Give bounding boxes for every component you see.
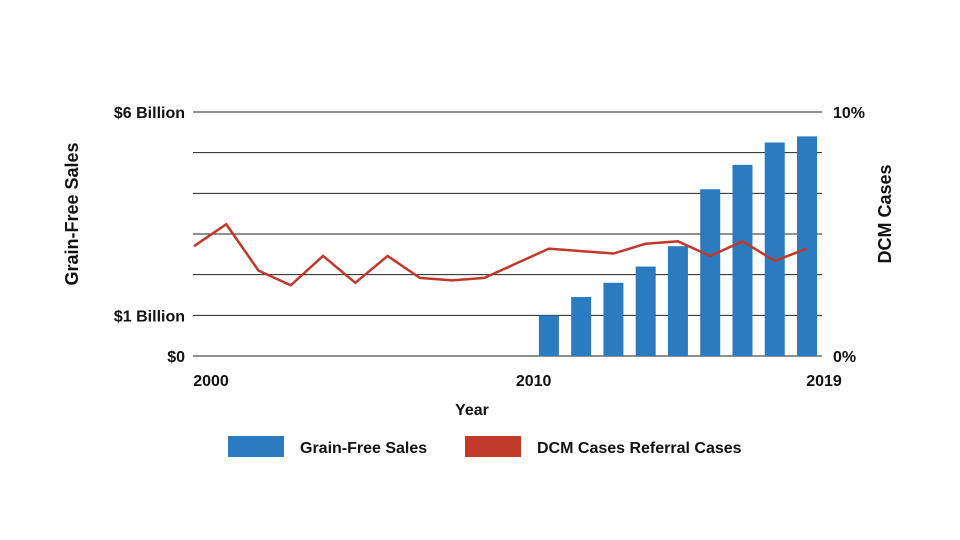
bar-2019 <box>797 136 817 356</box>
left-tick-label: $0 <box>167 349 185 366</box>
gridlines <box>193 111 822 357</box>
bar-2016 <box>700 189 721 356</box>
bar-2018 <box>764 142 785 356</box>
x-axis-ticks: 2000 2010 2019 <box>193 373 842 390</box>
x-axis-title: Year <box>455 402 489 419</box>
legend-swatch-dcm-cases <box>465 436 521 457</box>
bar-series-grain-free-sales <box>538 136 817 356</box>
bar-2017 <box>732 164 753 356</box>
left-axis-ticks: $6 Billion $1 Billion $0 <box>114 105 185 366</box>
bar-2011 <box>538 315 559 356</box>
bar-2013 <box>603 282 624 356</box>
right-axis-title: DCM Cases <box>875 164 895 263</box>
bar-2015 <box>667 246 688 356</box>
right-axis-ticks: 10% 0% <box>833 105 865 366</box>
bar-2012 <box>571 297 592 356</box>
legend: Grain-Free Sales DCM Cases Referral Case… <box>228 436 742 457</box>
right-tick-label: 10% <box>833 105 865 122</box>
left-axis-title: Grain-Free Sales <box>62 142 82 285</box>
x-tick-label: 2019 <box>806 373 842 390</box>
dcm-cases-line <box>193 222 808 287</box>
right-tick-label: 0% <box>833 349 856 366</box>
left-tick-label: $6 Billion <box>114 105 185 122</box>
x-tick-label: 2010 <box>516 373 552 390</box>
legend-label-grain-free-sales: Grain-Free Sales <box>300 440 427 457</box>
x-tick-label: 2000 <box>193 373 229 390</box>
legend-swatch-grain-free-sales <box>228 436 284 457</box>
line-series-dcm-cases <box>193 222 808 287</box>
bar-2014 <box>635 266 656 356</box>
left-tick-label: $1 Billion <box>114 308 185 325</box>
legend-label-dcm-cases: DCM Cases Referral Cases <box>537 440 742 457</box>
